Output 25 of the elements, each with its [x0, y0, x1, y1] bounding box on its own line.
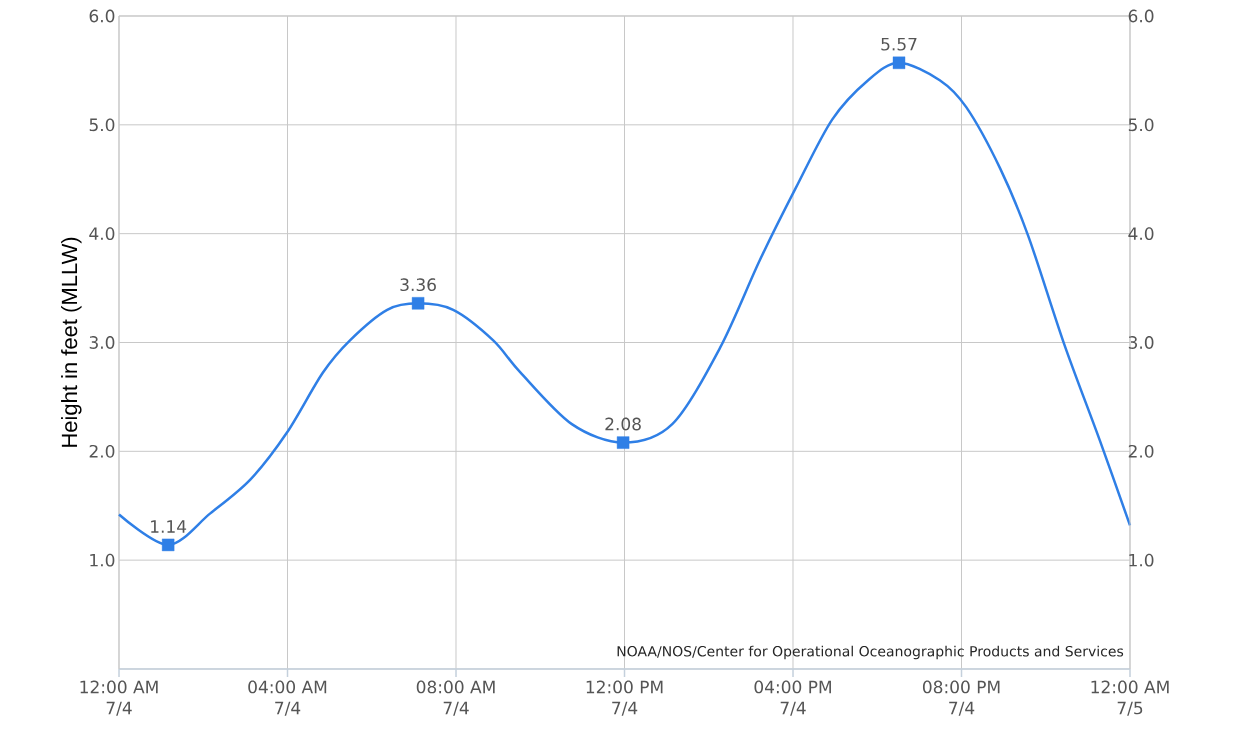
- y2-tick-label: 3.0: [1128, 336, 1154, 349]
- y2-tick-label: 1.0: [1129, 553, 1154, 567]
- y2-tick-label: 5.0: [1128, 118, 1154, 132]
- y2-tick-label: 6.0: [1128, 9, 1154, 23]
- y-tick-label: 3.0: [89, 336, 115, 349]
- x-tick-label: 08:00 AM 7/4: [416, 680, 495, 716]
- x-tick-label: 12:00 PM 7/4: [586, 680, 663, 716]
- y-axis-title: Height in feet (MLLW): [61, 237, 82, 447]
- x-tick-label: 04:00 AM 7/4: [248, 680, 327, 716]
- y-tick-label: 2.0: [89, 444, 115, 458]
- y-tick-label: 5.0: [89, 118, 115, 132]
- annotation: NOAA/NOS/Center for Operational Oceanographic Products and Services: [617, 645, 1124, 660]
- x-tick-label: 04:00 PM 7/4: [754, 680, 831, 716]
- y2-tick-label: 2.0: [1128, 444, 1154, 458]
- x-tick-label: 12:00 AM 7/4: [80, 680, 158, 716]
- data-label: 2.08: [605, 417, 641, 431]
- y2-tick-label: 4.0: [1128, 227, 1154, 241]
- data-label: 5.57: [881, 37, 917, 51]
- y-tick-label: 4.0: [89, 227, 115, 241]
- x-tick-label: 08:00 PM 7/4: [922, 680, 1000, 716]
- data-label: 3.36: [400, 278, 436, 292]
- data-label: 1.14: [151, 520, 187, 533]
- y-tick-label: 1.0: [90, 553, 115, 567]
- y-tick-label: 6.0: [89, 9, 115, 23]
- x-tick-label: 12:00 AM 7/5: [1091, 680, 1169, 716]
